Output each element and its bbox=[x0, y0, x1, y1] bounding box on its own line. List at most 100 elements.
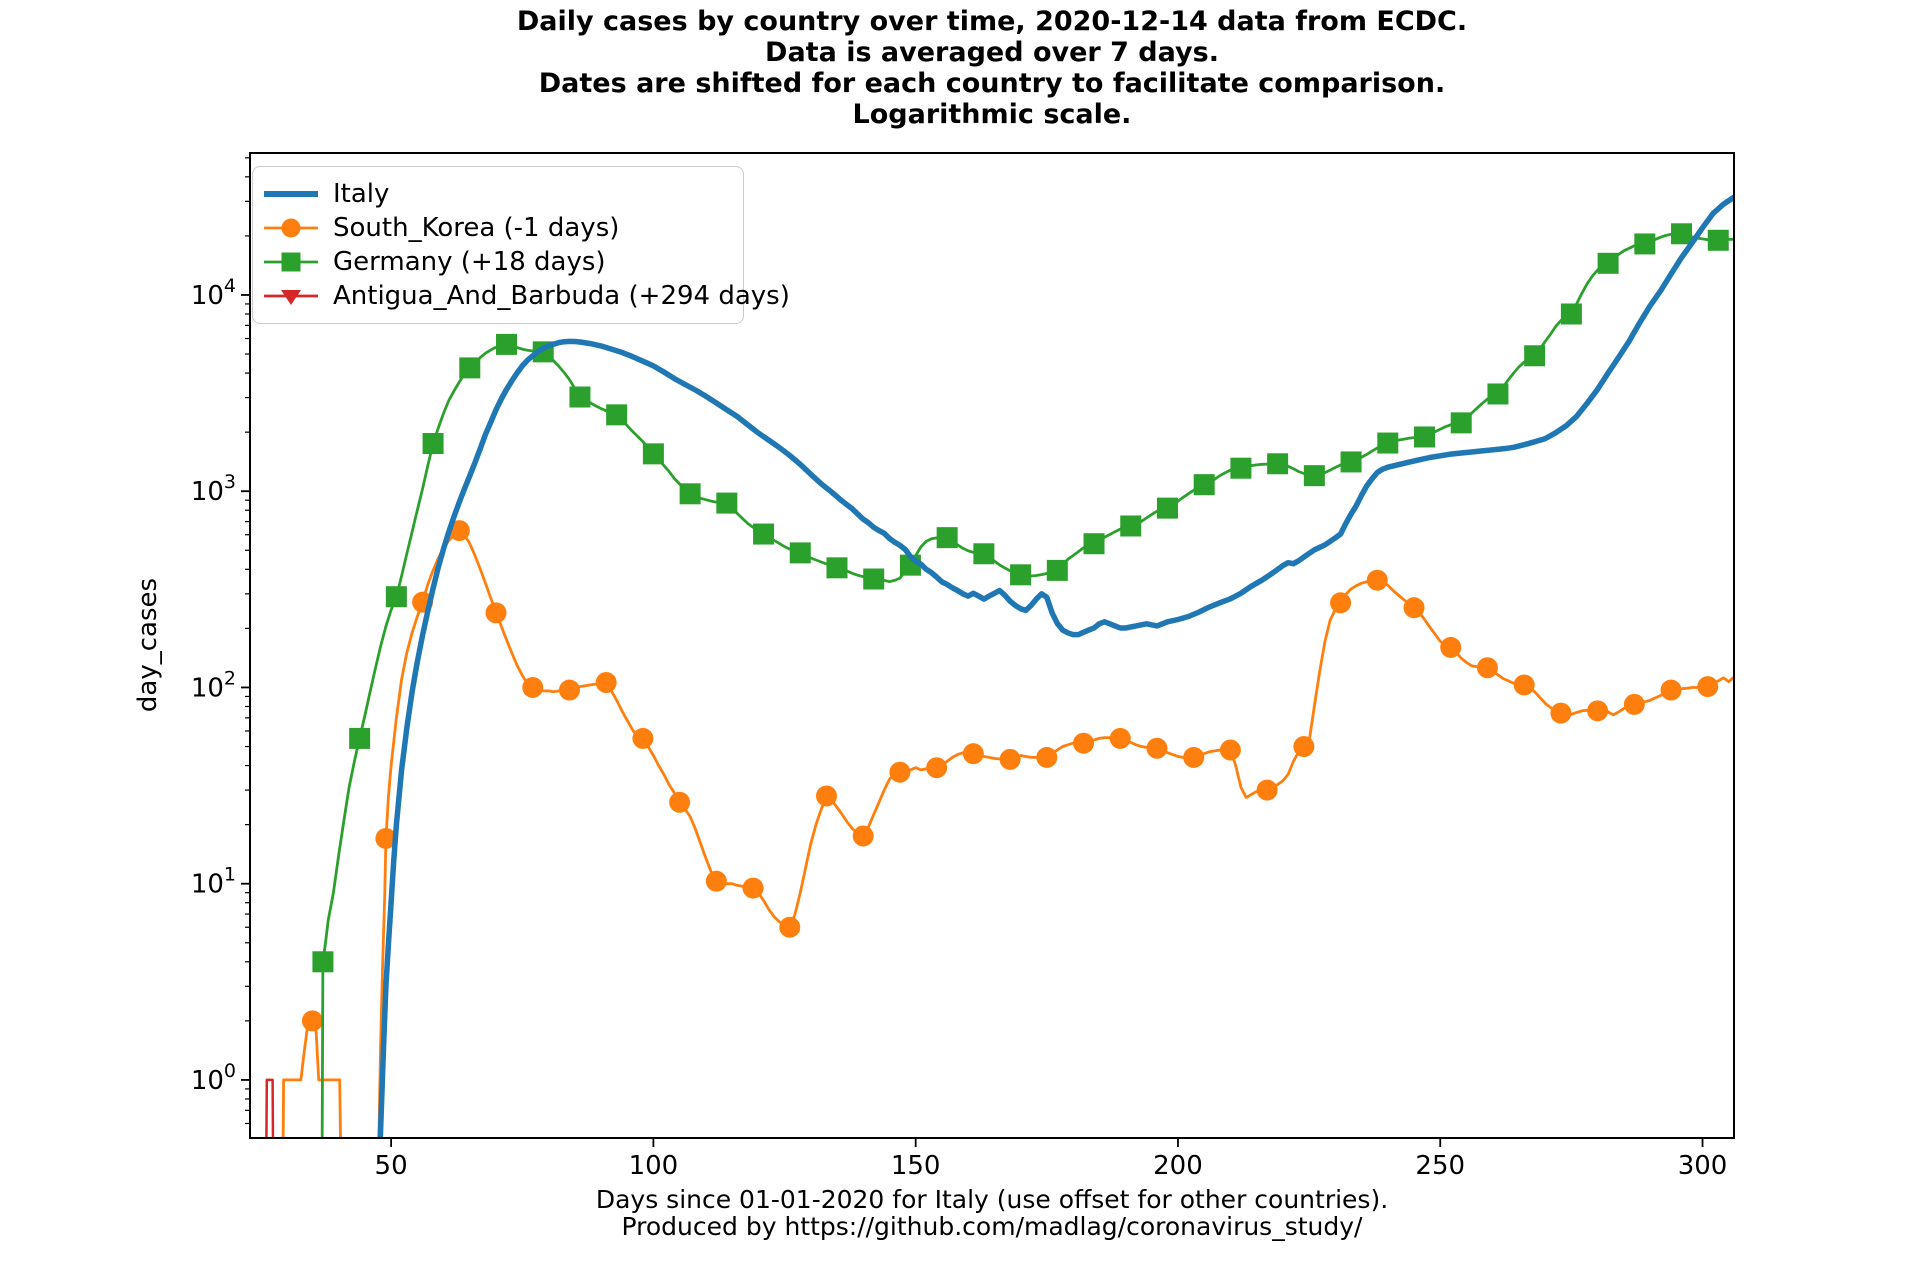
marker-circle bbox=[705, 870, 727, 892]
marker-circle bbox=[1366, 569, 1388, 591]
marker-circle bbox=[1109, 727, 1131, 749]
marker-square bbox=[716, 492, 738, 514]
legend-label: South_Korea (-1 days) bbox=[333, 213, 620, 243]
axes-frame bbox=[249, 152, 1735, 1139]
marker-circle bbox=[375, 827, 397, 849]
legend-swatch-south-korea bbox=[264, 218, 318, 238]
marker-circle bbox=[1219, 739, 1241, 761]
marker-circle bbox=[889, 761, 911, 783]
marker-square bbox=[1156, 497, 1178, 519]
marker-circle bbox=[558, 679, 580, 701]
marker-circle bbox=[1073, 732, 1095, 754]
marker-circle bbox=[1660, 679, 1682, 701]
series-antigua-and-barbuda-294-days bbox=[265, 1078, 275, 1138]
x-tick-label: 150 bbox=[891, 1151, 941, 1181]
marker-circle bbox=[669, 791, 691, 813]
marker-square bbox=[1377, 432, 1399, 454]
legend-item-south-korea: South_Korea (-1 days) bbox=[261, 211, 743, 245]
series-line-italy bbox=[377, 194, 1734, 1138]
plot-area bbox=[265, 194, 1734, 1138]
marker-square bbox=[496, 333, 518, 355]
marker-circle bbox=[815, 785, 837, 807]
axis-ticks: 50 100 150 200 250 300 100 101 102 103 104 bbox=[191, 157, 1728, 1181]
marker-square bbox=[1450, 412, 1472, 434]
marker-circle bbox=[1183, 746, 1205, 768]
legend-circle-marker bbox=[281, 218, 301, 238]
marker-square bbox=[1597, 252, 1619, 274]
marker-square bbox=[606, 404, 628, 426]
legend-item-italy: Italy bbox=[261, 177, 743, 211]
legend-item-antigua-and-barbuda: Antigua_And_Barbuda (+294 days) bbox=[261, 279, 790, 313]
marker-circle bbox=[448, 520, 470, 542]
marker-square bbox=[1414, 426, 1436, 448]
x-axis-label: Days since 01-01-2020 for Italy (use off… bbox=[595, 1185, 1389, 1214]
marker-square bbox=[863, 568, 885, 590]
chart-title-line4: Logarithmic scale. bbox=[852, 99, 1132, 130]
marker-square bbox=[312, 951, 334, 973]
marker-square bbox=[1193, 474, 1215, 496]
marker-circle bbox=[1036, 746, 1058, 768]
marker-square bbox=[1634, 233, 1656, 255]
x-tick-label: 200 bbox=[1153, 1151, 1203, 1181]
marker-circle bbox=[779, 916, 801, 938]
marker-square bbox=[642, 443, 664, 465]
series-line-antigua-and-barbuda-294-days bbox=[265, 1078, 275, 1138]
marker-circle bbox=[1330, 592, 1352, 614]
marker-square bbox=[936, 527, 958, 549]
marker-circle bbox=[1146, 737, 1168, 759]
chart-title-line3: Dates are shifted for each country to fa… bbox=[538, 68, 1446, 99]
marker-circle bbox=[1623, 693, 1645, 715]
legend-swatch-germany bbox=[264, 252, 318, 272]
chart-title-line2: Data is averaged over 7 days. bbox=[765, 37, 1219, 68]
marker-circle bbox=[742, 877, 764, 899]
legend: Italy South_Korea (-1 days) Germany (+18… bbox=[252, 166, 790, 324]
x-tick-label: 250 bbox=[1415, 1151, 1465, 1181]
marker-square bbox=[349, 727, 371, 749]
y-axis-label: day_cases bbox=[133, 577, 163, 713]
marker-square bbox=[1671, 223, 1693, 245]
y-tick-label: 101 bbox=[191, 864, 236, 900]
y-tick-label: 102 bbox=[191, 667, 236, 703]
marker-square bbox=[459, 357, 481, 379]
chart-title-line1: Daily cases by country over time, 2020-1… bbox=[516, 6, 1468, 37]
marker-circle bbox=[595, 671, 617, 693]
series-germany-18-days bbox=[312, 223, 1734, 1138]
legend-label: Italy bbox=[333, 179, 390, 209]
marker-square bbox=[826, 557, 848, 579]
marker-square bbox=[753, 523, 775, 545]
marker-circle bbox=[1403, 597, 1425, 619]
legend-label: Germany (+18 days) bbox=[333, 247, 606, 277]
marker-square bbox=[422, 433, 444, 455]
marker-square bbox=[385, 586, 407, 608]
marker-circle bbox=[926, 757, 948, 779]
marker-square bbox=[1303, 465, 1325, 487]
marker-square bbox=[1707, 229, 1729, 251]
legend-triangle-down-marker bbox=[281, 290, 301, 305]
marker-square bbox=[1267, 453, 1289, 475]
marker-circle bbox=[1440, 636, 1462, 658]
y-tick-label: 104 bbox=[191, 275, 236, 311]
series-italy bbox=[377, 194, 1734, 1138]
marker-circle bbox=[1256, 779, 1278, 801]
legend-label: Antigua_And_Barbuda (+294 days) bbox=[333, 281, 790, 311]
x-tick-label: 100 bbox=[629, 1151, 679, 1181]
marker-circle bbox=[1697, 676, 1719, 698]
marker-circle bbox=[1550, 702, 1572, 724]
marker-square bbox=[1010, 564, 1032, 586]
marker-circle bbox=[1476, 657, 1498, 679]
x-tick-label: 300 bbox=[1678, 1151, 1728, 1181]
marker-circle bbox=[632, 727, 654, 749]
y-tick-label: 100 bbox=[191, 1060, 236, 1096]
marker-square bbox=[569, 386, 591, 408]
marker-circle bbox=[301, 1010, 323, 1032]
legend-item-germany: Germany (+18 days) bbox=[261, 245, 743, 279]
marker-circle bbox=[522, 676, 544, 698]
marker-square bbox=[1230, 457, 1252, 479]
marker-square bbox=[1524, 345, 1546, 367]
marker-square bbox=[1487, 383, 1509, 405]
y-tick-label: 103 bbox=[191, 471, 236, 507]
marker-circle bbox=[1513, 674, 1535, 696]
legend-swatch-antigua-and-barbuda bbox=[264, 290, 318, 305]
